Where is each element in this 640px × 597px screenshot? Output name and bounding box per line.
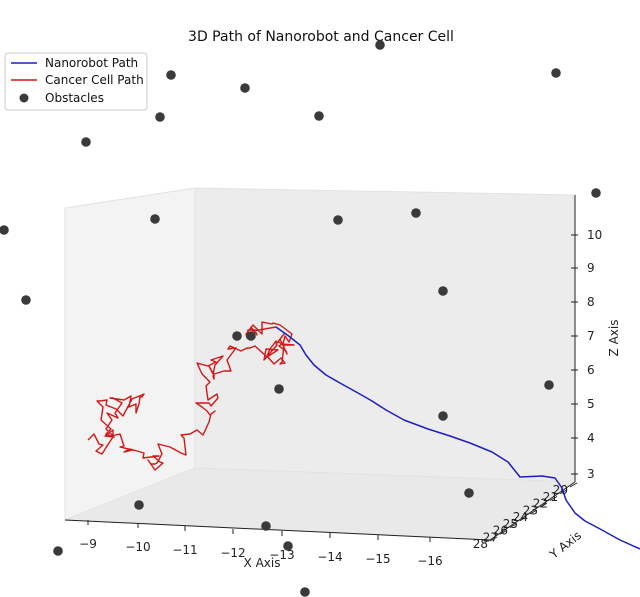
obstacle-marker xyxy=(464,488,474,498)
z-tick-label: 6 xyxy=(587,363,595,377)
y-axis-line xyxy=(489,481,576,541)
obstacle-marker xyxy=(261,521,271,531)
y-tick-mark xyxy=(529,509,538,515)
z-tick-label: 8 xyxy=(587,295,595,309)
y-tick-mark xyxy=(569,482,578,488)
cancer-cell-path-line xyxy=(87,321,295,471)
obstacle-marker xyxy=(150,214,160,224)
y-tick-mark xyxy=(489,536,498,542)
x-axis-line xyxy=(64,519,491,541)
x-tick-label: −10 xyxy=(125,540,150,554)
z-tick-label: 10 xyxy=(587,228,602,242)
x-tick-group: −9 −10 −11 −12 −13 −14 −15 −16 xyxy=(79,520,443,568)
obstacle-marker xyxy=(544,380,554,390)
x-tick-label: −9 xyxy=(79,537,97,551)
obstacle-marker xyxy=(21,295,31,305)
x-tick-label: −13 xyxy=(269,548,294,562)
obstacle-marker xyxy=(246,331,256,341)
legend-label-obstacles: Obstacles xyxy=(45,91,104,105)
x-tick-label: −11 xyxy=(172,543,197,557)
y-tick-label: 25 xyxy=(503,517,518,531)
z-tick-label: 3 xyxy=(587,467,595,481)
z-tick-group: 3 4 5 6 7 8 9 10 xyxy=(571,228,602,481)
left-pane xyxy=(64,187,196,521)
legend-box xyxy=(4,52,148,111)
y-tick-label: 26 xyxy=(493,524,508,538)
obstacle-marker xyxy=(53,546,63,556)
obstacle-marker xyxy=(551,68,561,78)
nanorobot-path-line xyxy=(275,326,640,550)
obstacle-markers xyxy=(0,40,601,597)
y-tick-mark xyxy=(539,502,548,508)
z-tick-label: 4 xyxy=(587,431,595,445)
y-axis-label: Y Axis xyxy=(546,528,584,562)
obstacle-marker xyxy=(411,208,421,218)
y-tick-mark xyxy=(499,529,508,535)
obstacle-marker xyxy=(438,286,448,296)
y-tick-label: 28 xyxy=(473,537,488,551)
obstacle-marker xyxy=(155,112,165,122)
obstacle-marker xyxy=(240,83,250,93)
x-tick-label: −16 xyxy=(417,554,442,568)
legend-swatch-obstacles xyxy=(19,93,29,103)
y-tick-label: 21 xyxy=(543,490,558,504)
legend-label-nanorobot: Nanorobot Path xyxy=(45,56,138,70)
y-tick-mark xyxy=(509,523,518,528)
obstacle-marker xyxy=(438,411,448,421)
obstacle-marker xyxy=(300,587,310,597)
z-tick-label: 9 xyxy=(587,261,595,275)
obstacle-marker xyxy=(591,188,601,198)
legend-label-cancer: Cancer Cell Path xyxy=(45,73,144,87)
y-tick-label: 22 xyxy=(533,497,548,511)
x-tick-label: −12 xyxy=(220,546,245,560)
obstacle-marker xyxy=(333,215,343,225)
obstacle-marker xyxy=(274,384,284,394)
y-tick-mark xyxy=(549,496,558,501)
y-tick-mark xyxy=(519,516,528,522)
z-tick-label: 5 xyxy=(587,397,595,411)
y-tick-label: 27 xyxy=(483,530,498,544)
x-tick-label: −14 xyxy=(317,550,342,564)
obstacle-marker xyxy=(81,137,91,147)
obstacle-marker xyxy=(232,331,242,341)
x-axis-label: X Axis xyxy=(244,556,281,570)
z-tick-label: 7 xyxy=(587,329,595,343)
legend: Nanorobot Path Cancer Cell Path Obstacle… xyxy=(4,52,148,111)
y-tick-label: 24 xyxy=(513,510,528,524)
obstacle-marker xyxy=(166,70,176,80)
chart-title: 3D Path of Nanorobot and Cancer Cell xyxy=(188,29,454,45)
x-tick-label: −15 xyxy=(365,552,390,566)
obstacle-marker xyxy=(134,500,144,510)
obstacle-marker xyxy=(375,40,385,50)
obstacle-marker xyxy=(283,541,293,551)
obstacle-marker xyxy=(314,111,324,121)
obstacle-marker xyxy=(0,225,9,235)
z-axis-label: Z Axis xyxy=(607,320,621,357)
y-tick-label: 23 xyxy=(523,503,538,517)
